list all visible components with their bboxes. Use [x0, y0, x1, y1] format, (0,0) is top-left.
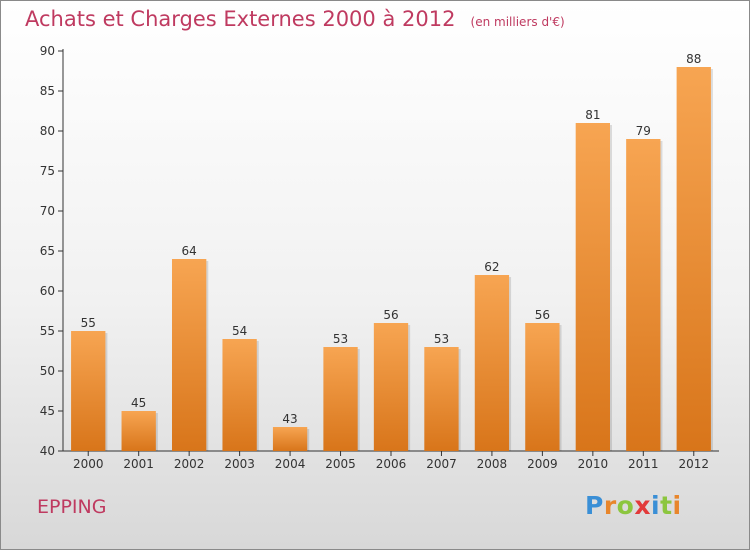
bar: [424, 347, 459, 451]
x-tick-label: 2001: [123, 457, 154, 471]
commune-name: EPPING: [37, 496, 107, 518]
bar: [272, 427, 308, 451]
y-tick-label: 45: [40, 404, 55, 418]
logo-letter: i: [672, 491, 682, 520]
bar-value-label: 45: [131, 396, 146, 410]
x-tick-label: 2006: [376, 457, 407, 471]
bar: [626, 139, 661, 451]
x-tick-label: 2003: [224, 457, 255, 471]
y-tick-label: 90: [40, 44, 55, 58]
x-tick-label: 2010: [578, 457, 609, 471]
y-tick-label: 40: [40, 444, 55, 458]
x-tick-label: 2012: [678, 457, 709, 471]
bar: [575, 123, 611, 451]
x-tick-label: 2009: [527, 457, 558, 471]
bar-value-label: 54: [232, 324, 247, 338]
logo-letter: o: [616, 491, 635, 520]
y-tick-label: 80: [40, 124, 55, 138]
x-tick-label: 2011: [628, 457, 659, 471]
bar: [676, 67, 711, 451]
bar-value-label: 81: [585, 108, 600, 122]
bar: [474, 275, 510, 451]
bar-value-label: 88: [686, 52, 701, 66]
logo-letter: i: [651, 491, 661, 520]
x-tick-label: 2004: [275, 457, 306, 471]
bar: [525, 323, 560, 451]
bar: [121, 411, 156, 451]
bar-value-label: 53: [434, 332, 449, 346]
logo-letter: r: [603, 491, 617, 520]
logo-letter: t: [660, 491, 673, 520]
logo-letter: P: [585, 491, 604, 520]
x-tick-label: 2002: [174, 457, 205, 471]
bar: [323, 347, 358, 451]
x-tick-label: 2007: [426, 457, 457, 471]
logo-letter: x: [634, 491, 651, 520]
bar-value-label: 53: [333, 332, 348, 346]
y-tick-label: 55: [40, 324, 55, 338]
y-tick-label: 85: [40, 84, 55, 98]
x-tick-label: 2005: [325, 457, 356, 471]
bar: [171, 259, 207, 451]
bar-value-label: 56: [383, 308, 398, 322]
chart-title: Achats et Charges Externes 2000 à 2012: [25, 7, 456, 31]
bar-value-label: 62: [484, 260, 499, 274]
bar-value-label: 64: [182, 244, 197, 258]
bar-value-label: 56: [535, 308, 550, 322]
bar-value-label: 55: [81, 316, 96, 330]
x-tick-label: 2000: [73, 457, 104, 471]
bar-value-label: 43: [282, 412, 297, 426]
bar: [71, 331, 106, 451]
bar: [373, 323, 409, 451]
proxiti-logo[interactable]: Proxiti: [585, 491, 682, 520]
y-tick-label: 50: [40, 364, 55, 378]
y-tick-label: 65: [40, 244, 55, 258]
chart-subtitle: (en milliers d'€): [470, 15, 565, 29]
x-tick-label: 2008: [477, 457, 508, 471]
bar: [222, 339, 257, 451]
bar-value-label: 79: [636, 124, 651, 138]
y-tick-label: 60: [40, 284, 55, 298]
y-tick-label: 70: [40, 204, 55, 218]
chart-title-block: Achats et Charges Externes 2000 à 2012 (…: [25, 7, 565, 31]
y-tick-label: 75: [40, 164, 55, 178]
